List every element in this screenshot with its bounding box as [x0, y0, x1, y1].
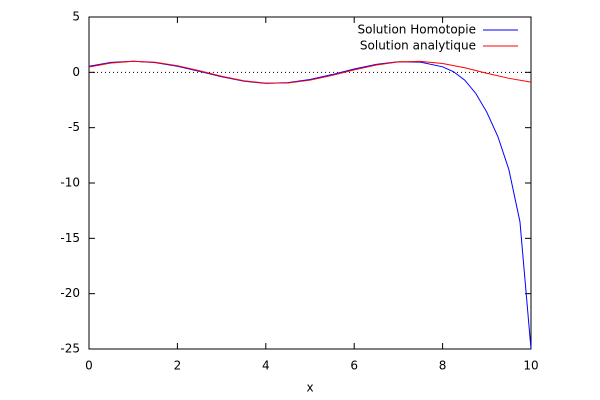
y-tick-label: 5 — [72, 10, 80, 24]
legend-label: Solution analytique — [360, 39, 476, 53]
y-tick-label: -5 — [68, 120, 80, 134]
y-tick-label: -25 — [60, 342, 80, 356]
y-tick-label: -10 — [60, 176, 80, 190]
x-tick-label: 10 — [523, 359, 538, 373]
legend-label: Solution Homotopie — [358, 23, 476, 37]
line-series — [88, 60, 532, 84]
plot-frame — [88, 16, 532, 350]
y-tick-label: 0 — [72, 65, 80, 79]
x-tick-label: 0 — [85, 359, 93, 373]
y-tick-label: -15 — [60, 231, 80, 245]
x-axis-label: x — [306, 381, 313, 395]
x-tick-label: 2 — [174, 359, 182, 373]
x-tick-label: 8 — [439, 359, 447, 373]
x-tick-label: 6 — [350, 359, 358, 373]
line-series — [88, 60, 532, 350]
x-tick-label: 4 — [262, 359, 270, 373]
y-tick-label: -20 — [60, 286, 80, 300]
